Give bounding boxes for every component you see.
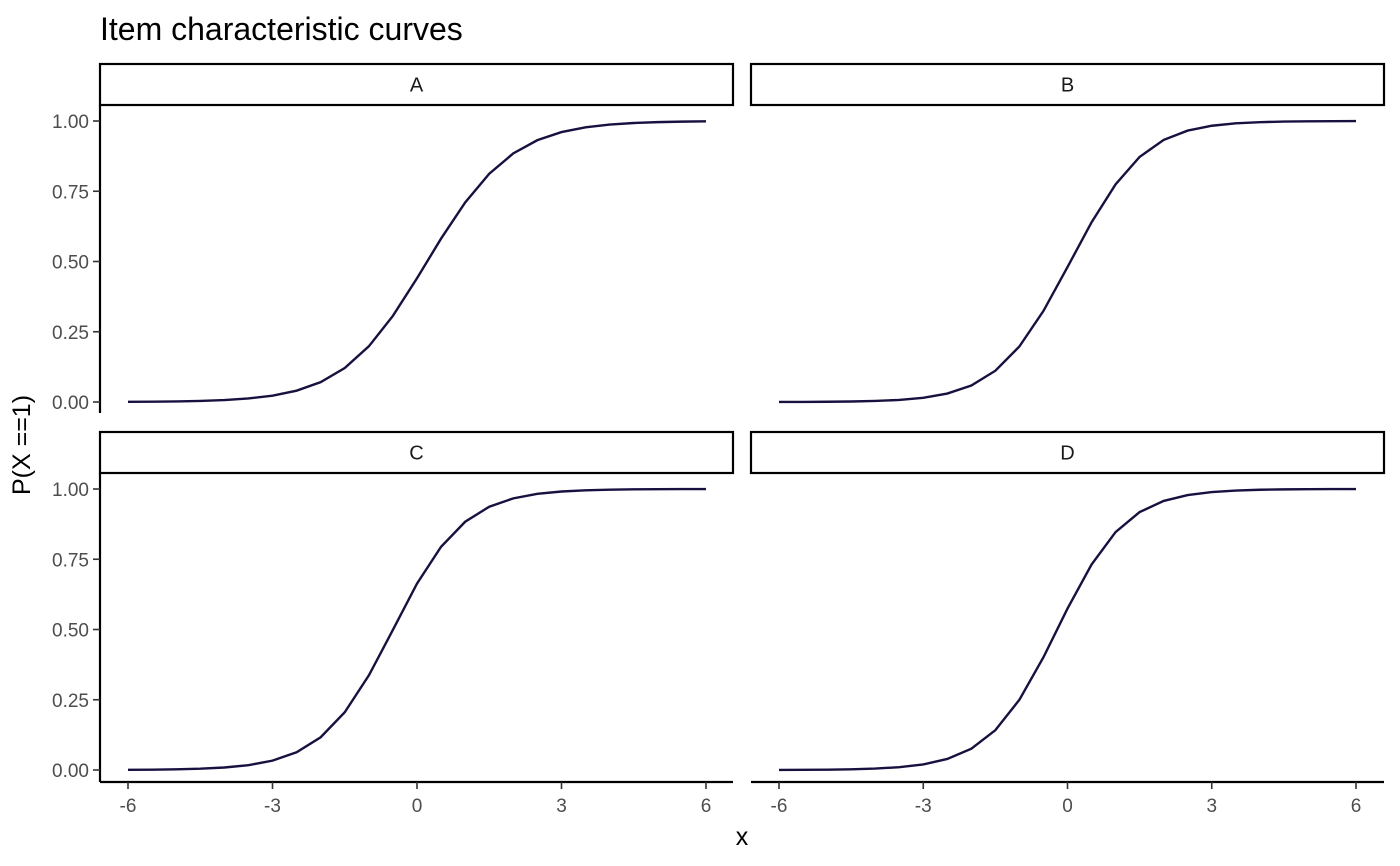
y-tick-label: 0.50: [52, 253, 89, 274]
curve-D: [778, 487, 1357, 772]
facet-panels: A 0.00 0.25 0.50 0.75 1.00 B C 0.00 0.25 0.50 0.75 1…: [52, 62, 1386, 817]
curve-B: [778, 119, 1357, 404]
y-tick-label: 0.75: [52, 182, 89, 203]
y-tick-label: 1.00: [52, 112, 89, 133]
chart-title: Item characteristic curves: [100, 11, 463, 47]
x-tick-label: 0: [412, 796, 423, 817]
x-tick-label: -6: [771, 796, 788, 817]
y-tick-label: 0.00: [52, 393, 89, 414]
y-tick-label: 0.00: [52, 761, 89, 782]
x-tick-label: -3: [915, 796, 932, 817]
facet-strip-label: A: [410, 75, 424, 97]
x-tick-label: 3: [1206, 796, 1217, 817]
x-tick-label: -6: [120, 796, 137, 817]
facet-strip: [749, 62, 1386, 107]
x-tick-label: 6: [1351, 796, 1362, 817]
y-tick-label: 1.00: [52, 480, 89, 501]
facet-strip-label: C: [409, 443, 423, 465]
facet-panel-C: C 0.00 0.25 0.50 0.75 1.00 -6 -3 0 3 6: [52, 430, 735, 817]
curve-C: [127, 487, 707, 772]
y-tick-label: 0.25: [52, 323, 89, 344]
facet-panel-B: B: [749, 62, 1386, 404]
facet-strip-label: B: [1061, 75, 1074, 97]
x-axis-title: x: [736, 823, 749, 851]
facet-panel-A: A 0.00 0.25 0.50 0.75 1.00: [52, 62, 735, 414]
facet-strip: [749, 430, 1386, 475]
y-tick-label: 0.75: [52, 550, 89, 571]
x-tick-label: 0: [1062, 796, 1073, 817]
y-tick-label: 0.25: [52, 691, 89, 712]
facet-strip: [98, 62, 735, 107]
x-tick-label: 6: [701, 796, 712, 817]
facet-panel-D: D -6 -3 0 3 6: [749, 430, 1386, 817]
y-axis-title: P(X ==1): [8, 395, 36, 495]
curve-A: [127, 120, 707, 403]
facet-strip: [98, 430, 735, 475]
facet-strip-label: D: [1060, 443, 1074, 465]
x-tick-label: 3: [556, 796, 567, 817]
y-tick-label: 0.50: [52, 621, 89, 642]
x-tick-label: -3: [264, 796, 281, 817]
